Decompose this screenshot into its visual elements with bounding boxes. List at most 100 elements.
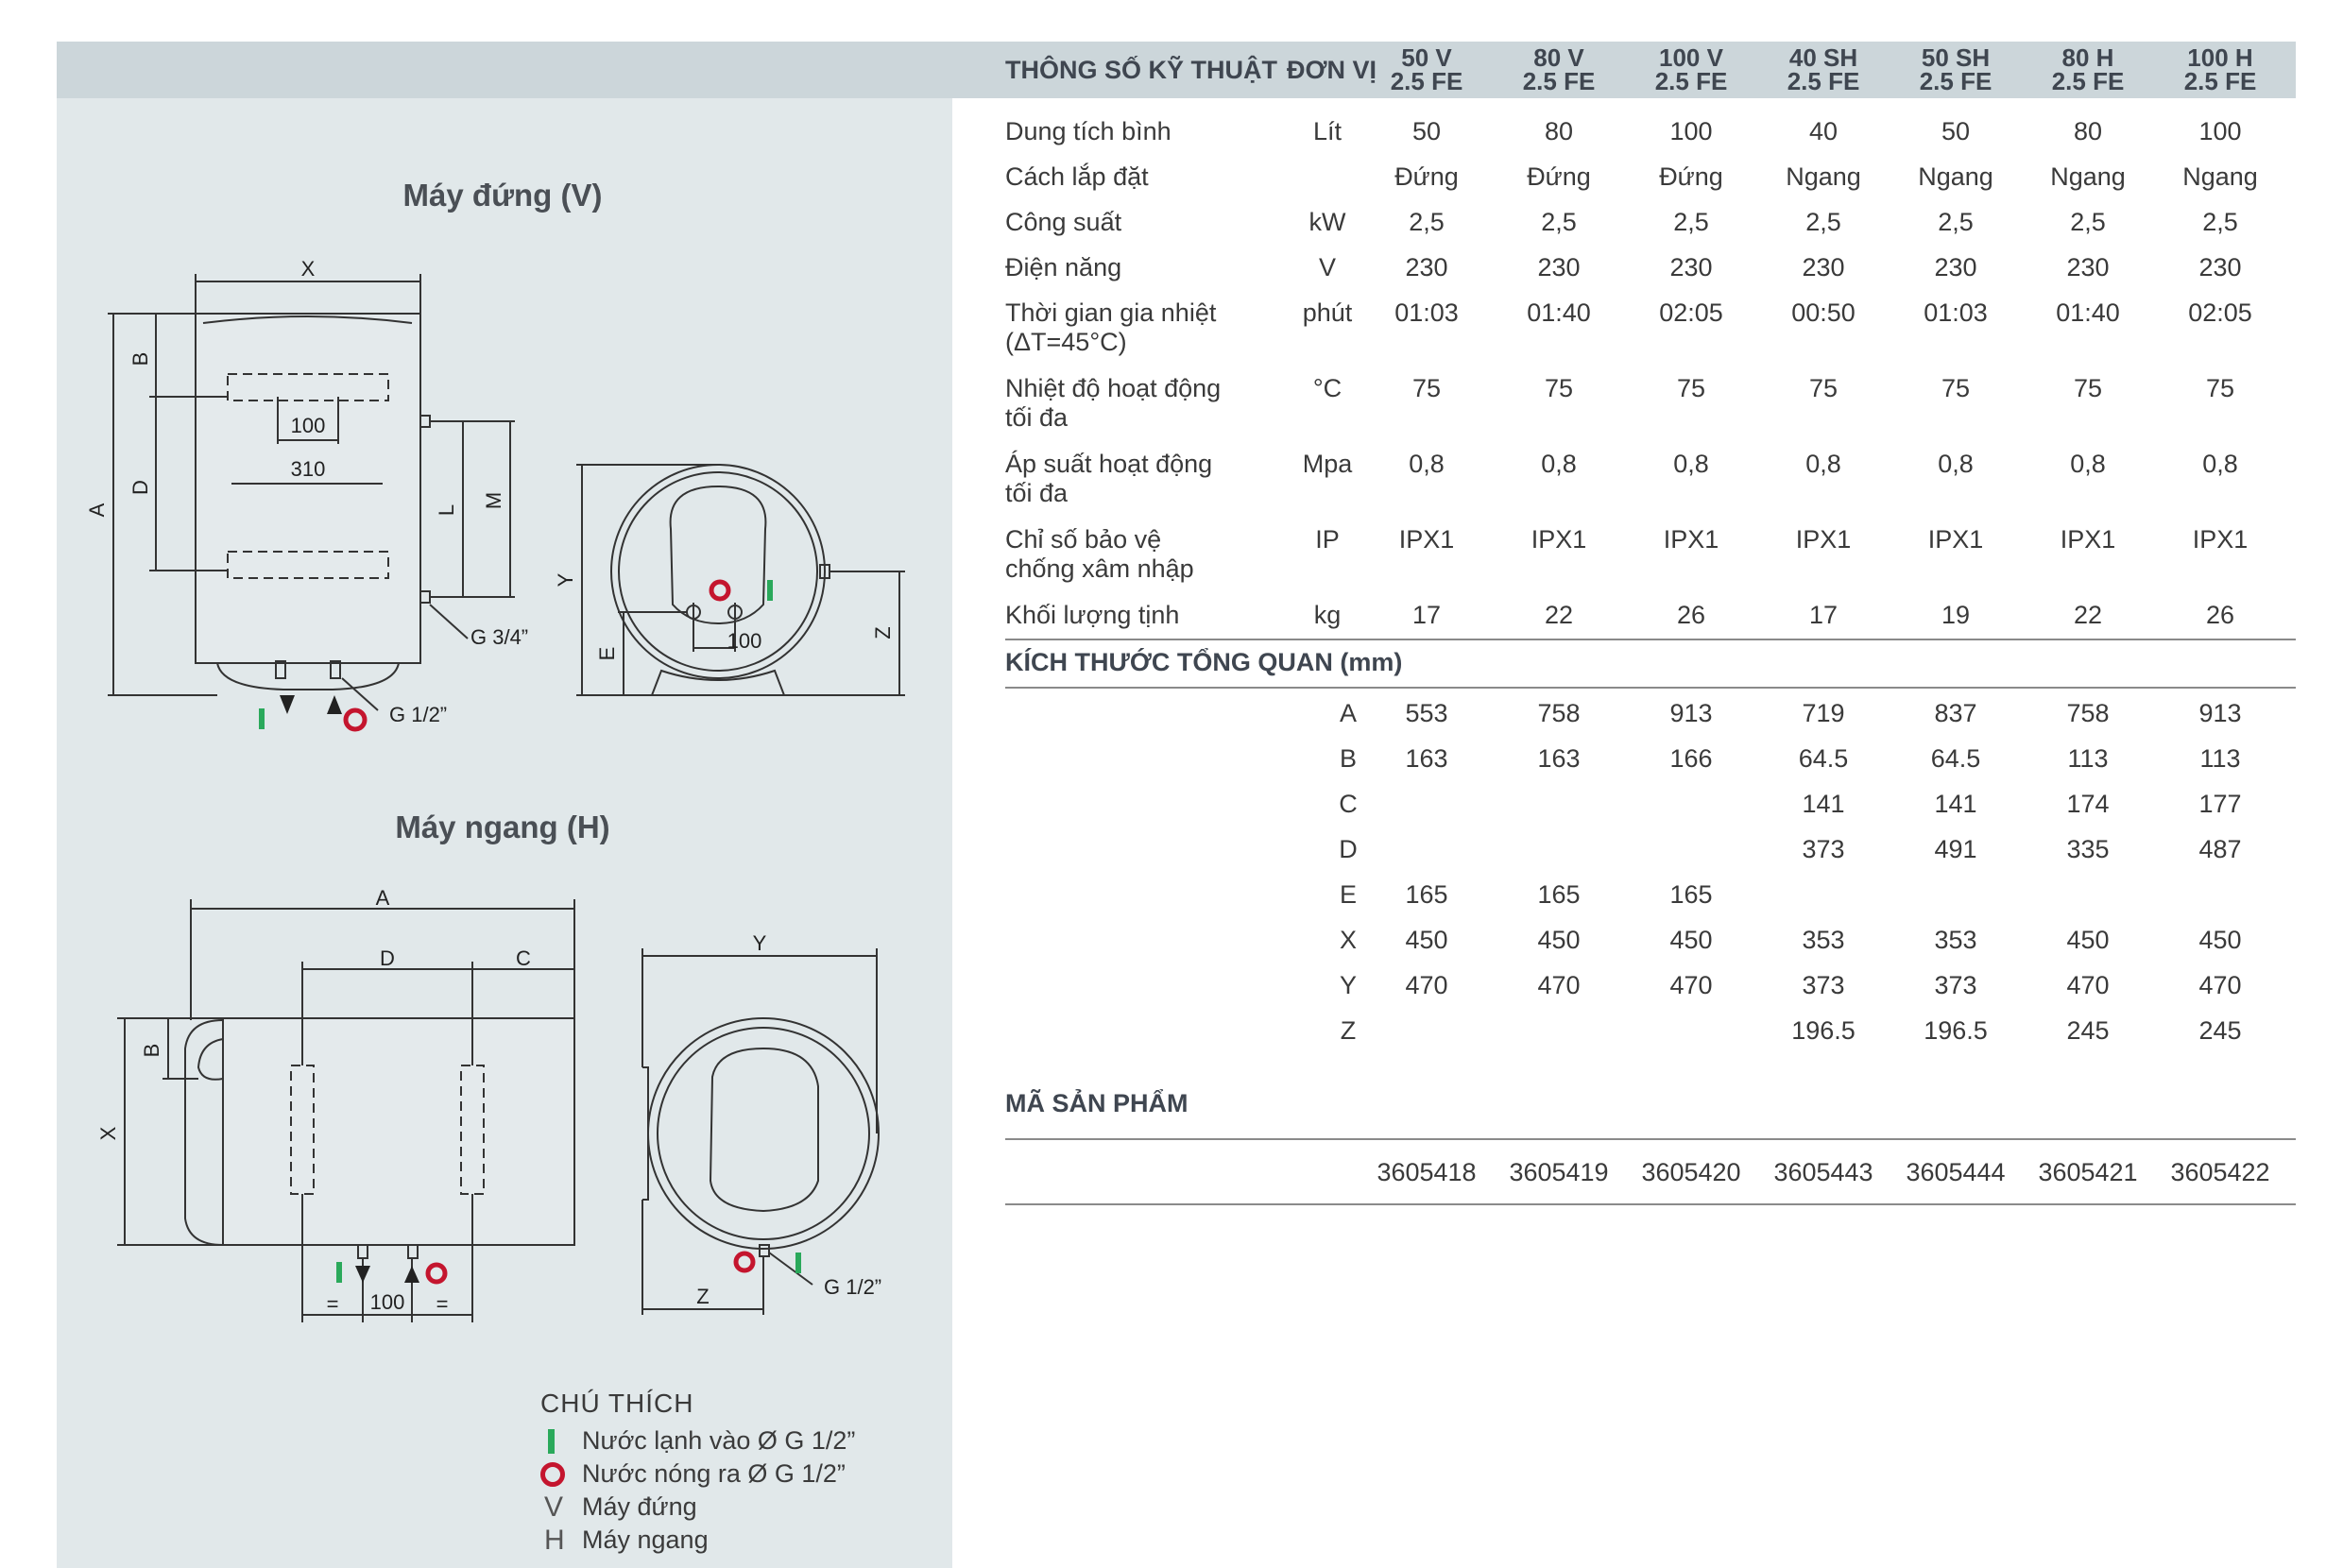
divider (1005, 1138, 2296, 1140)
dimension-value: 553 (1405, 699, 1448, 727)
cold-water-icon (548, 1428, 555, 1454)
svg-text:Y: Y (554, 572, 577, 587)
spec-value: IPX1 (1398, 525, 1455, 554)
spec-value: 230 (1537, 253, 1581, 281)
dimension-value: 64.5 (1930, 744, 1981, 773)
spec-label-line: Áp suất hoạt động (1005, 450, 1213, 478)
model-name: 40 SH (1788, 43, 1858, 72)
technical-drawings: X A B D 100 310 L M G 3/4” G 1/2” Y E Z … (85, 257, 905, 1322)
dimension-value: 177 (2198, 790, 2242, 818)
dimension-value: 165 (1537, 880, 1581, 909)
spec-label-line: Chỉ số bảo vệ (1005, 525, 1162, 554)
legend-item-hot: Nước nóng ra Ø G 1/2” (540, 1457, 855, 1491)
dimension-value: 373 (1934, 971, 1977, 999)
dimension-value: 491 (1934, 835, 1977, 863)
dimension-value: 113 (2199, 744, 2241, 773)
dimension-value: 487 (2198, 835, 2242, 863)
spec-value: Đứng (1394, 162, 1459, 191)
dimension-value: 450 (1669, 926, 1713, 954)
dimension-key: D (1339, 835, 1358, 863)
spec-value: Ngang (2050, 162, 2126, 191)
spec-label-line: (ΔT=45°C) (1005, 328, 1127, 356)
spec-value: 2,5 (1805, 208, 1841, 236)
dimension-key: E (1339, 880, 1357, 909)
model-header: 50 V 2.5 FE (1360, 42, 1493, 103)
dimensions-title: KÍCH THƯỚC TỔNG QUAN (mm) (1005, 648, 1403, 676)
dimension-value: 470 (1669, 971, 1713, 999)
spec-value: 01:40 (2056, 298, 2120, 327)
svg-text:X: X (96, 1126, 120, 1140)
spec-label-line: chống xâm nhập (1005, 554, 1194, 583)
spec-value: 230 (2198, 253, 2242, 281)
dimension-value: 470 (1537, 971, 1581, 999)
model-variant: 2.5 FE (2183, 67, 2257, 95)
spec-value: 02:05 (2188, 298, 2252, 327)
svg-text:D: D (380, 946, 395, 970)
spec-value: 75 (2205, 374, 2235, 402)
spec-value: 75 (1411, 374, 1442, 402)
spec-value: 01:03 (1924, 298, 1988, 327)
spec-value: Ngang (1786, 162, 1861, 191)
spec-unit: IP (1315, 525, 1340, 554)
svg-text:G 1/2”: G 1/2” (824, 1275, 881, 1299)
model-variant: 2.5 FE (1522, 67, 1596, 95)
svg-text:=: = (436, 1292, 449, 1316)
dimension-value: 913 (2198, 699, 2242, 727)
product-code: 3605444 (1906, 1158, 2006, 1186)
spec-value: 02:05 (1659, 298, 1723, 327)
model-name: 80 H (2061, 43, 2114, 72)
horizontal-front-view (117, 899, 575, 1322)
model-variant: 2.5 FE (1787, 67, 1860, 95)
spec-label: Cách lắp đặt (1005, 162, 1279, 192)
spec-value: 100 (2198, 117, 2242, 145)
model-variant: 2.5 FE (1390, 67, 1463, 95)
spec-value: 2,5 (2070, 208, 2106, 236)
spec-value: 2,5 (1409, 208, 1445, 236)
spec-header-label: THÔNG SỐ KỸ THUẬT (1005, 56, 1277, 84)
dimension-value: 450 (2066, 926, 2110, 954)
dimension-value: 166 (1669, 744, 1713, 773)
spec-label-line: tối đa (1005, 479, 1069, 507)
spec-value: 22 (1544, 601, 1574, 629)
dimension-value: 245 (2198, 1016, 2242, 1045)
spec-label: Công suất (1005, 208, 1279, 237)
spec-value: IPX1 (1927, 525, 1984, 554)
spec-value: 17 (1411, 601, 1442, 629)
spec-value: 01:40 (1527, 298, 1591, 327)
model-header: 40 SH 2.5 FE (1757, 42, 1890, 103)
dimension-key: Z (1340, 1016, 1357, 1045)
spec-value: 0,8 (1673, 450, 1709, 478)
spec-label-line: Điện năng (1005, 253, 1122, 281)
spec-value: 0,8 (2202, 450, 2238, 478)
spec-value: 40 (1808, 117, 1838, 145)
svg-text:A: A (85, 503, 109, 517)
divider (1005, 1203, 2296, 1205)
svg-text:Z: Z (696, 1285, 709, 1308)
spec-value: 75 (1941, 374, 1971, 402)
svg-text:L: L (435, 504, 458, 516)
product-code: 3605420 (1641, 1158, 1741, 1186)
spec-value: 0,8 (1409, 450, 1445, 478)
dimension-value: 353 (1802, 926, 1845, 954)
spec-unit: °C (1312, 374, 1343, 402)
svg-text:Y: Y (753, 931, 767, 955)
dimension-key: A (1339, 699, 1357, 727)
spec-value: 230 (1669, 253, 1713, 281)
spec-value: IPX1 (1663, 525, 1719, 554)
svg-text:100: 100 (291, 414, 326, 437)
dimension-value: 353 (1934, 926, 1977, 954)
spec-label-line: Dung tích bình (1005, 117, 1172, 145)
spec-label-line: Nhiệt độ hoạt động (1005, 374, 1222, 402)
svg-text:M: M (482, 492, 505, 509)
dimension-value: 719 (1802, 699, 1845, 727)
dimension-value: 373 (1802, 971, 1845, 999)
dimension-value: 373 (1802, 835, 1845, 863)
dimension-value: 470 (2066, 971, 2110, 999)
spec-value: 230 (1405, 253, 1448, 281)
svg-text:=: = (327, 1292, 339, 1316)
dimension-value: 470 (2198, 971, 2242, 999)
spec-label: Chỉ số bảo vệ chống xâm nhập (1005, 525, 1279, 584)
svg-text:Z: Z (871, 626, 895, 639)
model-variant: 2.5 FE (2051, 67, 2125, 95)
spec-label-line: tối đa (1005, 403, 1069, 432)
